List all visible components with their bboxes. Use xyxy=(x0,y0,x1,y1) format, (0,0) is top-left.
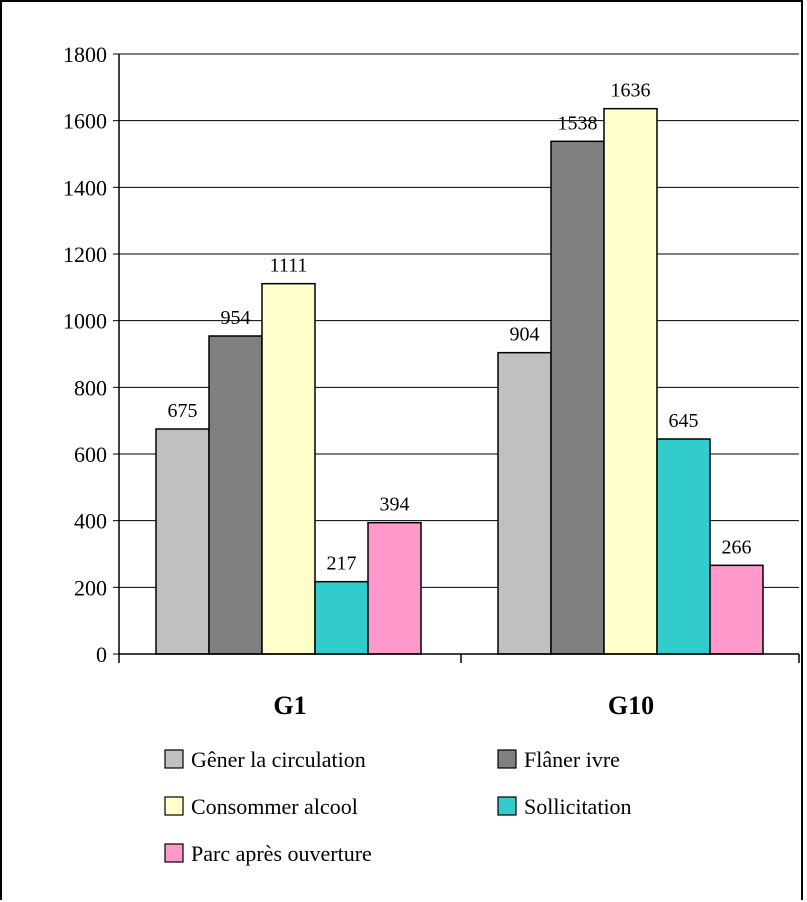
bar xyxy=(155,428,210,655)
category-label: G1 xyxy=(273,691,306,720)
legend-swatch xyxy=(164,796,184,816)
y-tick-label: 1800 xyxy=(63,42,107,67)
category-labels: G1 G10 xyxy=(273,691,654,720)
legend-label: Flâner ivre xyxy=(524,747,620,772)
y-tick-label: 1400 xyxy=(63,175,107,200)
data-label: 1538 xyxy=(558,112,598,134)
bar xyxy=(656,438,711,655)
y-tick-label: 800 xyxy=(74,375,107,400)
legend-label: Consommer alcool xyxy=(191,794,358,819)
legend-swatch xyxy=(497,796,517,816)
bar xyxy=(314,580,369,655)
legend: Gêner la circulation Flâner ivre Consommer… xyxy=(164,747,632,866)
y-tick-label: 200 xyxy=(74,575,107,600)
bar xyxy=(709,564,764,655)
bar xyxy=(603,107,658,655)
y-tick-label: 0 xyxy=(96,642,107,667)
bar xyxy=(261,282,316,655)
data-label: 217 xyxy=(327,553,357,575)
data-labels: 675 954 1111 217 394 904 1538 1636 645 266 xyxy=(168,80,752,575)
legend-swatch xyxy=(497,749,517,769)
bar xyxy=(497,351,552,655)
legend-swatch xyxy=(164,843,184,863)
y-tick-label: 1600 xyxy=(63,109,107,134)
legend-swatch xyxy=(164,749,184,769)
y-tick-label: 1000 xyxy=(63,309,107,334)
data-label: 266 xyxy=(722,536,752,558)
legend-label: Gêner la circulation xyxy=(191,747,366,772)
legend-label: Parc après ouverture xyxy=(191,841,372,866)
data-label: 675 xyxy=(168,400,198,422)
data-label: 1636 xyxy=(611,80,651,102)
legend-label: Sollicitation xyxy=(524,794,632,819)
bars xyxy=(155,107,764,655)
y-tick-label: 400 xyxy=(74,509,107,534)
y-tick-label: 600 xyxy=(74,442,107,467)
category-label: G10 xyxy=(608,691,654,720)
data-label: 394 xyxy=(380,494,410,516)
bar xyxy=(208,335,263,655)
y-tick-labels: 0 200 400 600 800 1000 1200 1400 1600 1800 xyxy=(63,42,107,667)
y-tick-label: 1200 xyxy=(63,242,107,267)
bar xyxy=(550,140,605,655)
data-label: 904 xyxy=(510,324,540,346)
data-label: 1111 xyxy=(270,255,308,277)
bar xyxy=(367,521,422,655)
data-label: 645 xyxy=(669,410,699,432)
data-label: 954 xyxy=(221,307,251,329)
axes xyxy=(113,53,800,663)
